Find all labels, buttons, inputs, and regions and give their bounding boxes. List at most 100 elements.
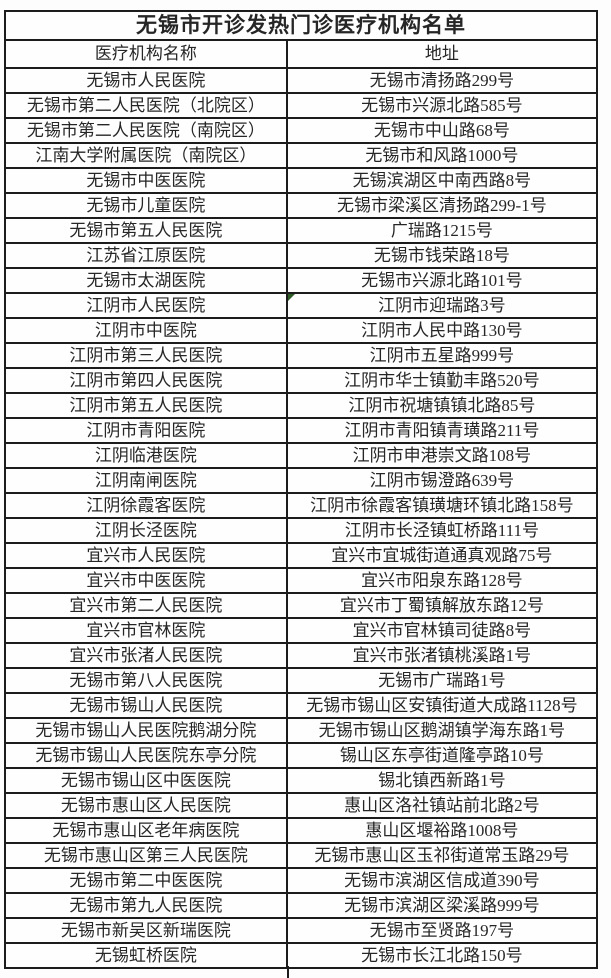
institution-name-cell: 宜兴市人民医院 <box>4 542 288 569</box>
address-cell: 宜兴市阳泉东路128号 <box>285 567 599 594</box>
institution-name-cell: 无锡市锡山人民医院 <box>4 692 288 719</box>
table-row: 江阴市中医院 江阴市人民中路130号 <box>4 317 599 344</box>
title-row: 无锡市开诊发热门诊医疗机构名单 <box>4 10 598 41</box>
institution-name-cell: 无锡市太湖医院 <box>4 267 288 294</box>
address-cell: 无锡市广瑞路1号 <box>285 667 599 694</box>
table-row: 无锡市第五人民医院 广瑞路1215号 <box>4 217 599 244</box>
institution-name-cell: 江阴市第五人民医院 <box>4 392 288 419</box>
table-row: 无锡市惠山区老年病医院 惠山区堰裕路1008号 <box>4 817 599 844</box>
column-header-institution-name: 医疗机构名称 <box>4 39 288 69</box>
address-cell: 无锡市兴源北路101号 <box>285 267 599 294</box>
table-title: 无锡市开诊发热门诊医疗机构名单 <box>4 10 598 41</box>
institution-name-cell: 无锡市锡山人民医院鹅湖分院 <box>4 717 288 744</box>
address-cell: 无锡市滨湖区梁溪路999号 <box>285 892 599 919</box>
table-row: 无锡虹桥医院 无锡市长江北路150号 <box>4 942 599 969</box>
table-row: 无锡市中医医院 无锡滨湖区中南西路8号 <box>4 167 599 194</box>
table-row: 江阴市第五人民医院 江阴市祝塘镇镇北路85号 <box>4 392 599 419</box>
address-cell: 江阴市青阳镇青璜路211号 <box>285 417 599 444</box>
column-header-address: 地址 <box>285 39 599 69</box>
institution-name-cell: 无锡市第二人民医院（北院区） <box>4 92 288 119</box>
institution-name-cell: 无锡市第二中医医院 <box>4 867 288 894</box>
table-row: 无锡市太湖医院 无锡市兴源北路101号 <box>4 267 599 294</box>
institution-name-cell: 无锡市儿童医院 <box>4 192 288 219</box>
column-divider-tail <box>287 966 289 978</box>
institution-name-cell: 宜兴市中医医院 <box>4 567 288 594</box>
institution-name-cell: 无锡市中医医院 <box>4 167 288 194</box>
table-row: 江阴南闸医院 江阴市锡澄路639号 <box>4 467 599 494</box>
address-cell: 无锡市中山路68号 <box>285 117 599 144</box>
table-row: 无锡市第二中医医院 无锡市滨湖区信成道390号 <box>4 867 599 894</box>
institution-name-cell: 江阴市第三人民医院 <box>4 342 288 369</box>
address-cell: 宜兴市官林镇司徒路8号 <box>285 617 599 644</box>
address-cell: 宜兴市宜城街道通真观路75号 <box>285 542 599 569</box>
address-cell: 无锡滨湖区中南西路8号 <box>285 167 599 194</box>
address-cell: 江阴市祝塘镇镇北路85号 <box>285 392 599 419</box>
table-body: 无锡市人民医院 无锡市清扬路299号 无锡市第二人民医院（北院区） 无锡市兴源北… <box>4 67 599 969</box>
table-row: 无锡市惠山区人民医院 惠山区洛社镇站前北路2号 <box>4 792 599 819</box>
institution-name-cell: 江阴市人民医院 <box>4 292 288 319</box>
table-row: 江阴长泾医院 江阴市长泾镇虹桥路111号 <box>4 517 599 544</box>
spreadsheet-green-corner-marker <box>288 295 295 301</box>
table-row: 宜兴市中医医院 宜兴市阳泉东路128号 <box>4 567 599 594</box>
table-row: 无锡市人民医院 无锡市清扬路299号 <box>4 67 599 94</box>
institution-name-cell: 无锡市第八人民医院 <box>4 667 288 694</box>
address-cell: 广瑞路1215号 <box>285 217 599 244</box>
institution-name-cell: 宜兴市第二人民医院 <box>4 592 288 619</box>
address-cell: 锡山区东亭街道隆亭路10号 <box>285 742 599 769</box>
table-row: 无锡市新吴区新瑞医院 无锡市至贤路197号 <box>4 917 599 944</box>
table-row: 无锡市锡山区中医医院 锡北镇西新路1号 <box>4 767 599 794</box>
address-cell: 锡北镇西新路1号 <box>285 767 599 794</box>
address-cell: 宜兴市张渚镇桃溪路1号 <box>285 642 599 669</box>
address-cell: 无锡市惠山区玉祁街道常玉路29号 <box>285 842 599 869</box>
table-row: 无锡市第二人民医院（南院区） 无锡市中山路68号 <box>4 117 599 144</box>
table-row: 无锡市第八人民医院 无锡市广瑞路1号 <box>4 667 599 694</box>
address-cell: 江阴市迎瑞路3号 <box>285 292 599 319</box>
table-row: 江阴徐霞客医院 江阴市徐霞客镇璜塘环镇北路158号 <box>4 492 599 519</box>
institution-name-cell: 江阴市第四人民医院 <box>4 367 288 394</box>
address-cell: 无锡市清扬路299号 <box>285 67 599 94</box>
table-row: 江南大学附属医院（南院区） 无锡市和风路1000号 <box>4 142 599 169</box>
institution-name-cell: 无锡市人民医院 <box>4 67 288 94</box>
institution-name-cell: 无锡市第九人民医院 <box>4 892 288 919</box>
institution-name-cell: 无锡虹桥医院 <box>4 942 288 969</box>
address-cell: 宜兴市丁蜀镇解放东路12号 <box>285 592 599 619</box>
table-row: 无锡市锡山人民医院鹅湖分院 无锡市锡山区鹅湖镇学海东路1号 <box>4 717 599 744</box>
address-cell: 无锡市梁溪区清扬路299-1号 <box>285 192 599 219</box>
institution-name-cell: 无锡市锡山区中医医院 <box>4 767 288 794</box>
table-row: 宜兴市人民医院 宜兴市宜城街道通真观路75号 <box>4 542 599 569</box>
institution-name-cell: 无锡市惠山区第三人民医院 <box>4 842 288 869</box>
table-row: 江阴市人民医院 江阴市迎瑞路3号 <box>4 292 599 319</box>
table-row: 江阴临港医院 江阴市申港崇文路108号 <box>4 442 599 469</box>
address-cell: 无锡市滨湖区信成道390号 <box>285 867 599 894</box>
address-cell: 江阴市锡澄路639号 <box>285 467 599 494</box>
institution-name-cell: 无锡市新吴区新瑞医院 <box>4 917 288 944</box>
address-cell: 无锡市锡山区鹅湖镇学海东路1号 <box>285 717 599 744</box>
table-row: 无锡市第二人民医院（北院区） 无锡市兴源北路585号 <box>4 92 599 119</box>
address-cell: 江阴市五星路999号 <box>285 342 599 369</box>
institution-name-cell: 无锡市惠山区老年病医院 <box>4 817 288 844</box>
address-cell: 无锡市兴源北路585号 <box>285 92 599 119</box>
table-row: 无锡市惠山区第三人民医院 无锡市惠山区玉祁街道常玉路29号 <box>4 842 599 869</box>
table-row: 无锡市锡山人民医院 无锡市锡山区安镇街道大成路1128号 <box>4 692 599 719</box>
address-cell: 无锡市锡山区安镇街道大成路1128号 <box>285 692 599 719</box>
institution-name-cell: 无锡市第二人民医院（南院区） <box>4 117 288 144</box>
table-row: 江阴市第四人民医院 江阴市华士镇勤丰路520号 <box>4 367 599 394</box>
table-row: 宜兴市官林医院 宜兴市官林镇司徒路8号 <box>4 617 599 644</box>
institution-name-cell: 江阴南闸医院 <box>4 467 288 494</box>
address-cell: 江阴市人民中路130号 <box>285 317 599 344</box>
header-row: 医疗机构名称 地址 <box>4 39 599 69</box>
table-row: 江阴市青阳医院 江阴市青阳镇青璜路211号 <box>4 417 599 444</box>
institution-name-cell: 无锡市惠山区人民医院 <box>4 792 288 819</box>
institution-name-cell: 江阴徐霞客医院 <box>4 492 288 519</box>
institution-name-cell: 江阴临港医院 <box>4 442 288 469</box>
table-row: 宜兴市第二人民医院 宜兴市丁蜀镇解放东路12号 <box>4 592 599 619</box>
address-cell: 江阴市长泾镇虹桥路111号 <box>285 517 599 544</box>
table-row: 无锡市第九人民医院 无锡市滨湖区梁溪路999号 <box>4 892 599 919</box>
table-row: 江阴市第三人民医院 江阴市五星路999号 <box>4 342 599 369</box>
institution-name-cell: 宜兴市张渚人民医院 <box>4 642 288 669</box>
address-cell: 惠山区堰裕路1008号 <box>285 817 599 844</box>
address-cell: 无锡市长江北路150号 <box>285 942 599 969</box>
address-cell: 无锡市和风路1000号 <box>285 142 599 169</box>
institution-name-cell: 江南大学附属医院（南院区） <box>4 142 288 169</box>
